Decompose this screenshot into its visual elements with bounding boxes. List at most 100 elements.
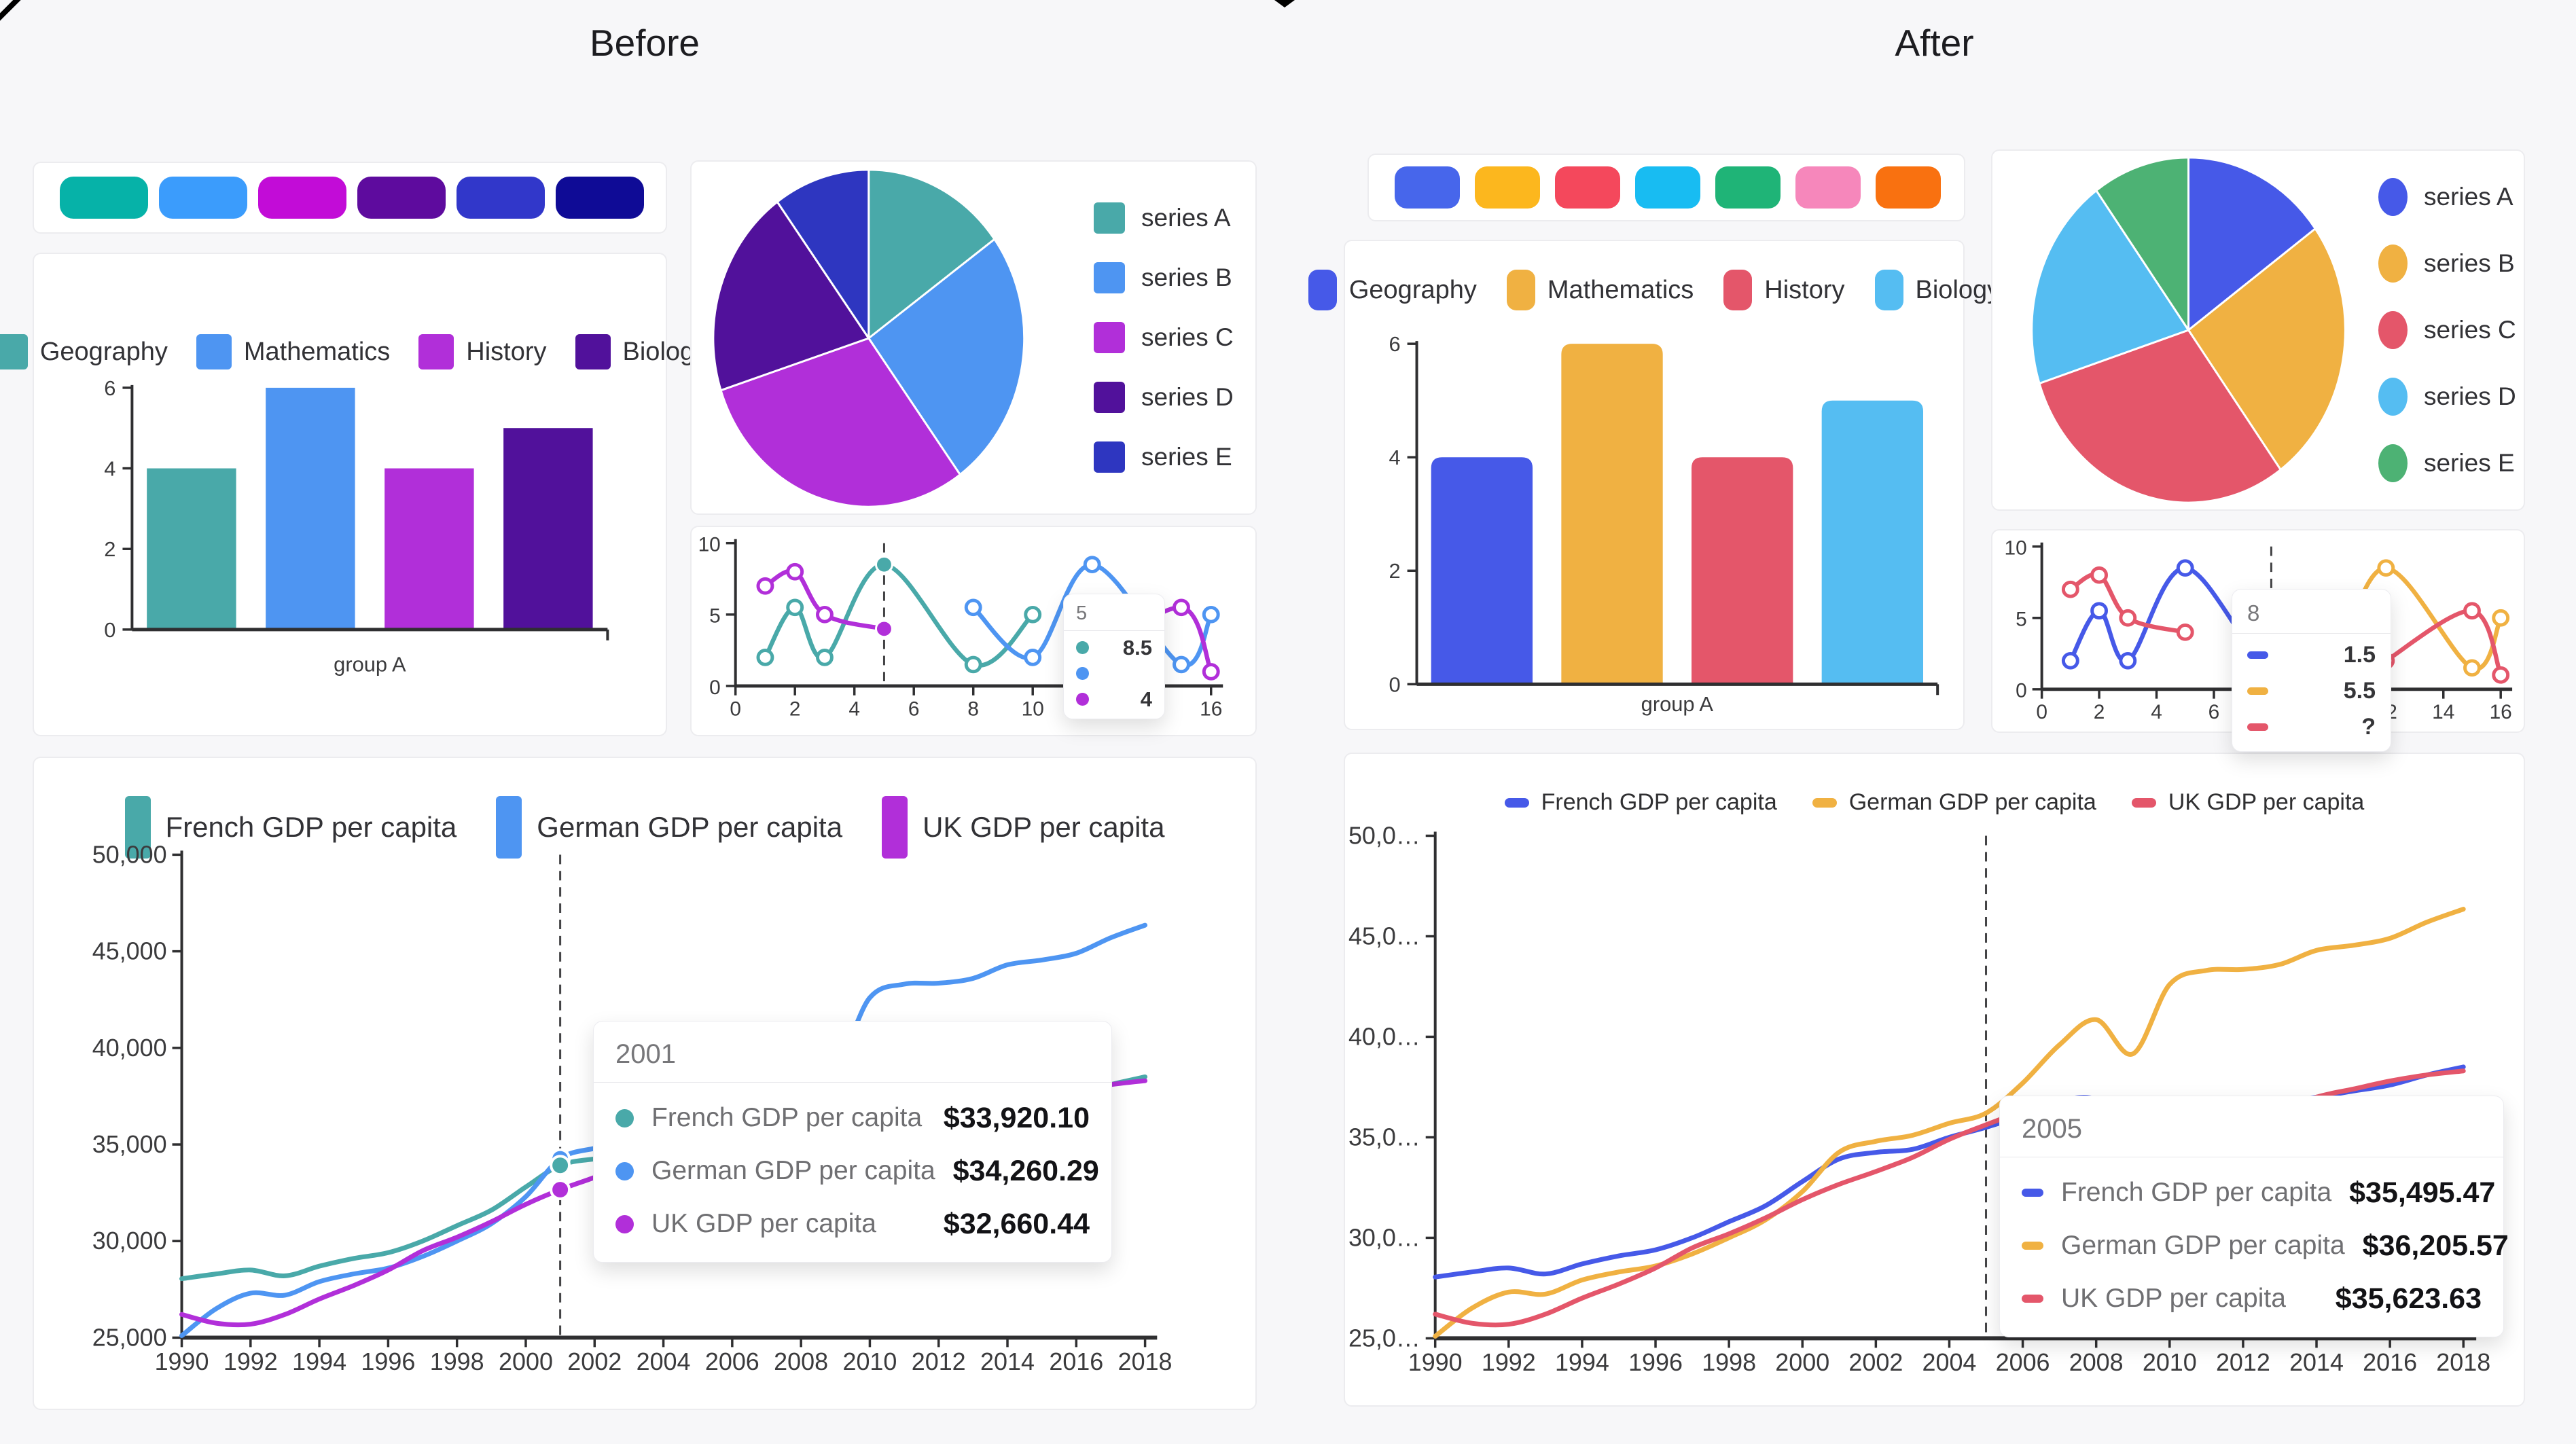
data-point[interactable]	[2492, 609, 2510, 627]
pie-slice-series-a[interactable]	[2187, 156, 2316, 331]
cursor-point[interactable]	[550, 1179, 571, 1201]
pie-slice-series-e[interactable]	[776, 168, 870, 340]
data-point[interactable]	[1173, 598, 1190, 617]
data-point[interactable]	[756, 577, 774, 595]
axis-label: 1994	[1555, 1349, 1609, 1376]
data-point[interactable]	[2176, 559, 2194, 577]
data-point[interactable]	[2119, 651, 2137, 670]
cursor-point[interactable]	[550, 1155, 571, 1176]
data-point[interactable]	[2061, 580, 2079, 598]
data-point[interactable]	[1083, 556, 1101, 574]
legend-item-french[interactable]: French GDP per capita	[1504, 789, 1777, 816]
data-point[interactable]	[2061, 651, 2079, 670]
legend-item-series-e[interactable]: series E	[1094, 441, 1234, 473]
legend-item-series-b[interactable]: series B	[2378, 245, 2516, 283]
data-point[interactable]	[1024, 649, 1042, 666]
pie-slice-series-c[interactable]	[719, 337, 961, 508]
axis-label: 1990	[1408, 1349, 1463, 1376]
data-point[interactable]	[2463, 602, 2481, 620]
pie-slice-series-d[interactable]	[2031, 189, 2190, 384]
pie-slice-series-a[interactable]	[867, 168, 996, 340]
data-point[interactable]	[2090, 602, 2109, 620]
axis-label: 2006	[1996, 1349, 2050, 1376]
legend-item-uk[interactable]: UK GDP per capita	[882, 796, 1164, 859]
data-point[interactable]	[964, 655, 982, 674]
tooltip-row: 8.5	[1076, 636, 1152, 660]
line-series[interactable]	[2068, 572, 2187, 634]
pie-slice-series-b[interactable]	[2187, 228, 2346, 471]
legend-item-series-c[interactable]: series C	[1094, 322, 1234, 353]
legend-item-uk[interactable]: UK GDP per capita	[2131, 789, 2364, 816]
legend-item-geography[interactable]: Geography	[1308, 270, 1477, 310]
data-point[interactable]	[2176, 623, 2194, 641]
data-point[interactable]	[2090, 566, 2109, 584]
legend-item-history[interactable]: History	[418, 334, 547, 369]
tooltip-header: 2001	[615, 1039, 676, 1069]
legend-item-series-e[interactable]: series E	[2378, 444, 2516, 482]
highlight-point[interactable]	[875, 619, 893, 638]
legend-item-history[interactable]: History	[1723, 270, 1845, 310]
legend-swatch	[1094, 202, 1125, 234]
legend-item-mathematics[interactable]: Mathematics	[196, 334, 390, 369]
legend-label: series A	[2424, 183, 2514, 211]
palette-swatch	[457, 177, 545, 219]
pie-slice-series-e[interactable]	[2095, 156, 2190, 331]
axis-label: 10	[698, 534, 721, 556]
data-point[interactable]	[2463, 659, 2481, 677]
tooltip-divider	[1064, 630, 1164, 631]
pie-slice-series-b[interactable]	[867, 238, 1026, 476]
tooltip-row: 1.5	[2247, 640, 2376, 670]
axis-label: 1994	[292, 1348, 346, 1375]
data-point[interactable]	[1173, 655, 1190, 674]
legend-item-series-c[interactable]: series C	[2378, 311, 2516, 349]
bar-mathematics[interactable]	[266, 387, 355, 630]
bar-geography[interactable]	[1431, 457, 1533, 685]
bar-mathematics[interactable]	[1561, 344, 1663, 685]
data-point[interactable]	[964, 598, 982, 617]
legend-label: Mathematics	[1547, 275, 1694, 304]
legend-swatch	[2131, 797, 2156, 808]
legend-item-series-a[interactable]: series A	[1094, 202, 1234, 234]
pie-slice-series-d[interactable]	[712, 200, 870, 392]
tooltip-label: UK GDP per capita	[2061, 1284, 2286, 1313]
legend-label: Geography	[39, 337, 168, 366]
highlight-point[interactable]	[875, 555, 893, 574]
legend-item-mathematics[interactable]: Mathematics	[1506, 270, 1694, 310]
line-series[interactable]	[1433, 907, 2466, 1339]
data-point[interactable]	[816, 605, 834, 624]
legend-item-series-a[interactable]: series A	[2378, 178, 2516, 216]
legend-item-series-d[interactable]: series D	[2378, 378, 2516, 416]
bar-geography[interactable]	[147, 468, 236, 630]
axis-label: 14	[2432, 701, 2454, 723]
data-point[interactable]	[786, 562, 804, 581]
bar-biology[interactable]	[503, 428, 593, 630]
tooltip-label: German GDP per capita	[651, 1156, 935, 1185]
data-point[interactable]	[2119, 609, 2137, 627]
bar-history[interactable]	[1692, 457, 1793, 685]
legend-swatch	[1506, 270, 1535, 310]
bar-biology[interactable]	[1821, 400, 1924, 685]
data-point[interactable]	[816, 649, 834, 666]
bar-history[interactable]	[384, 468, 474, 630]
legend-label: Biology	[1915, 275, 2001, 304]
palette-swatch	[1395, 166, 1460, 209]
legend-item-geography[interactable]: Geography	[0, 334, 168, 369]
after-pie-card: series A series B series C series D seri…	[1991, 149, 2525, 511]
legend-item-biology[interactable]: Biology	[1874, 270, 2001, 310]
data-point[interactable]	[756, 649, 774, 666]
data-point[interactable]	[1202, 663, 1220, 681]
data-point[interactable]	[1202, 605, 1220, 624]
legend-item-french[interactable]: French GDP per capita	[124, 796, 457, 859]
data-point[interactable]	[2492, 666, 2510, 684]
line-series[interactable]	[763, 568, 887, 632]
data-point[interactable]	[1024, 605, 1042, 624]
line-series[interactable]	[763, 562, 1035, 668]
legend-item-series-d[interactable]: series D	[1094, 382, 1234, 413]
data-point[interactable]	[2377, 559, 2395, 577]
pie-slice-series-c[interactable]	[2038, 329, 2282, 504]
data-point[interactable]	[786, 598, 804, 617]
tooltip-row	[1076, 662, 1152, 685]
legend-item-german[interactable]: German GDP per capita	[496, 796, 842, 859]
legend-item-german[interactable]: German GDP per capita	[1812, 789, 2096, 816]
legend-item-series-b[interactable]: series B	[1094, 262, 1234, 293]
